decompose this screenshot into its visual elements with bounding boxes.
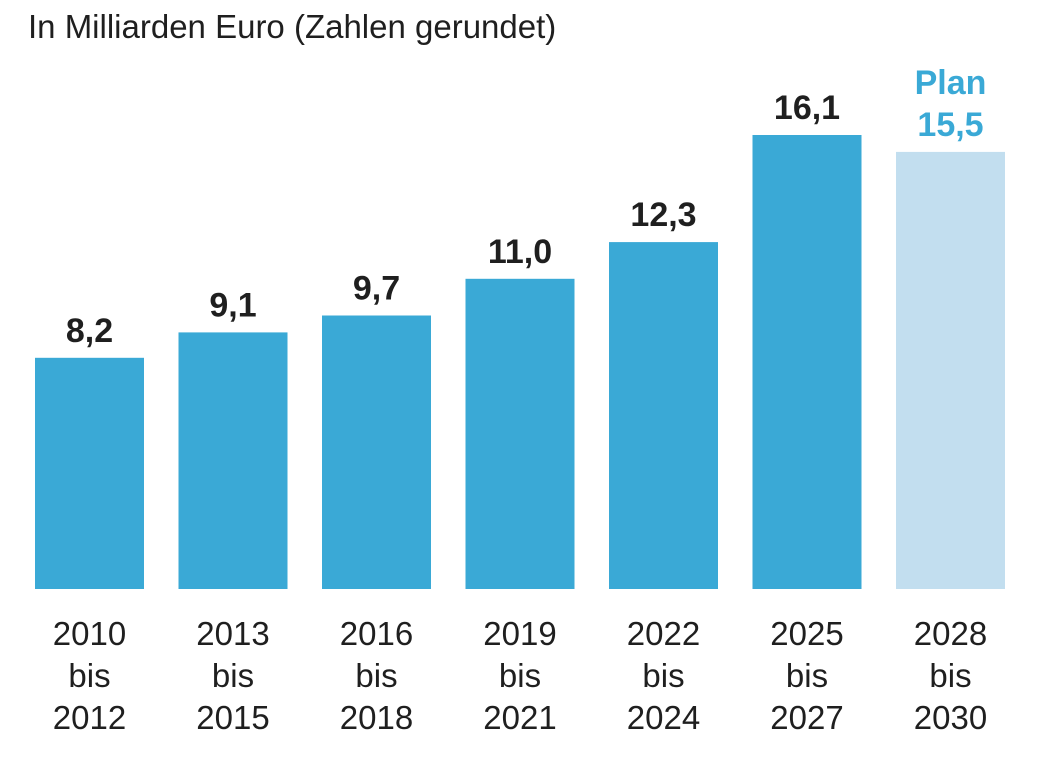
value-label-3: 11,0 [488, 233, 552, 271]
value-label-2: 9,7 [353, 270, 400, 308]
bar-5 [752, 135, 862, 589]
value-label-6: 15,5 [917, 106, 983, 144]
plan-label: Plan [915, 64, 987, 102]
category-label-2: 2016 bis 2018 [340, 615, 413, 736]
bar-2 [322, 315, 431, 589]
value-label-5: 16,1 [774, 89, 840, 127]
category-label-0: 2010 bis 2012 [53, 615, 126, 736]
bar-0 [35, 357, 144, 589]
value-label-4: 12,3 [630, 196, 696, 234]
bar-4 [609, 242, 718, 589]
bar-1 [178, 332, 288, 589]
category-label-1: 2013 bis 2015 [196, 615, 269, 736]
bar-3 [465, 278, 575, 589]
category-label-3: 2019 bis 2021 [483, 615, 556, 736]
value-label-1: 9,1 [209, 286, 256, 324]
chart-title: In Milliarden Euro (Zahlen gerundet) [28, 8, 557, 45]
category-label-5: 2025 bis 2027 [770, 615, 843, 736]
bar-6 [896, 151, 1005, 589]
category-label-4: 2022 bis 2024 [627, 615, 700, 736]
category-label-6: 2028 bis 2030 [914, 615, 987, 736]
value-label-0: 8,2 [66, 312, 113, 350]
